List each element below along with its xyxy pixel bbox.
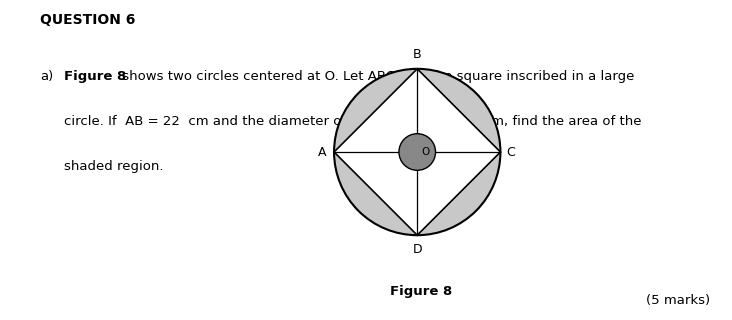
Circle shape (334, 69, 501, 235)
Text: (5 marks): (5 marks) (646, 294, 710, 307)
Polygon shape (334, 69, 501, 235)
Text: O: O (422, 147, 430, 157)
Text: a): a) (40, 70, 53, 84)
Text: C: C (506, 146, 515, 158)
Text: D: D (412, 243, 422, 256)
Text: A: A (318, 146, 326, 158)
Text: Figure 8: Figure 8 (64, 70, 127, 84)
Text: shows two circles centered at O. Let ABCD be the square inscribed in a large: shows two circles centered at O. Let ABC… (118, 70, 634, 84)
Text: circle. If  AB = 22  cm and the diameter of the small circle is 8 cm, find the a: circle. If AB = 22 cm and the diameter o… (64, 115, 642, 128)
Text: QUESTION 6: QUESTION 6 (40, 13, 135, 27)
Text: shaded region.: shaded region. (64, 160, 164, 173)
Circle shape (399, 134, 436, 170)
Text: Figure 8: Figure 8 (389, 284, 452, 298)
Text: B: B (413, 48, 422, 61)
